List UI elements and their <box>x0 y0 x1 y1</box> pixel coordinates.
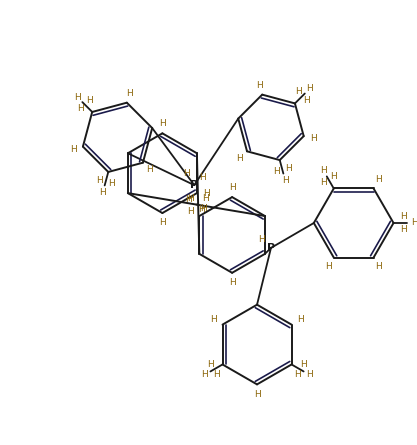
Text: H: H <box>325 262 332 271</box>
Text: H: H <box>147 165 153 174</box>
Text: H: H <box>320 178 327 187</box>
Text: H: H <box>185 195 192 204</box>
Text: H: H <box>199 173 206 182</box>
Text: H: H <box>401 212 407 222</box>
Text: H: H <box>126 89 133 97</box>
Text: H: H <box>375 175 382 184</box>
Text: H: H <box>187 206 194 215</box>
Text: H: H <box>229 278 236 287</box>
Text: H: H <box>411 218 417 227</box>
Text: H: H <box>306 84 313 93</box>
Text: P: P <box>267 243 275 253</box>
Text: H: H <box>70 145 77 154</box>
Text: H: H <box>211 315 217 324</box>
Text: H: H <box>273 167 280 176</box>
Text: H: H <box>108 179 115 188</box>
Text: H: H <box>74 93 81 101</box>
Text: H: H <box>330 172 337 181</box>
Text: H: H <box>159 218 166 227</box>
Text: H: H <box>96 176 103 185</box>
Text: H: H <box>258 235 264 244</box>
Text: H: H <box>282 176 289 185</box>
Text: H: H <box>159 119 166 128</box>
Text: H: H <box>77 104 84 113</box>
Text: H: H <box>202 194 209 202</box>
Text: H: H <box>306 370 313 380</box>
Text: H: H <box>256 81 263 89</box>
Text: H: H <box>198 205 205 214</box>
Text: H: H <box>229 182 236 192</box>
Text: H: H <box>294 370 301 380</box>
Text: P: P <box>190 180 198 190</box>
Text: H: H <box>303 96 310 105</box>
Text: H: H <box>375 262 382 271</box>
Text: H: H <box>236 154 244 163</box>
Text: H: H <box>86 96 93 105</box>
Text: H: H <box>285 164 291 173</box>
Text: H: H <box>295 87 301 96</box>
Text: H: H <box>187 194 193 203</box>
Text: H: H <box>203 189 210 198</box>
Text: H: H <box>320 166 327 175</box>
Text: H: H <box>254 390 260 399</box>
Text: H: H <box>207 360 214 369</box>
Text: H: H <box>213 370 220 380</box>
Text: H: H <box>300 360 307 369</box>
Text: H: H <box>297 315 304 324</box>
Text: H: H <box>200 204 206 213</box>
Text: H: H <box>201 370 208 380</box>
Text: H: H <box>310 134 317 143</box>
Text: H: H <box>100 188 106 197</box>
Text: H: H <box>183 169 190 178</box>
Text: H: H <box>401 225 407 234</box>
